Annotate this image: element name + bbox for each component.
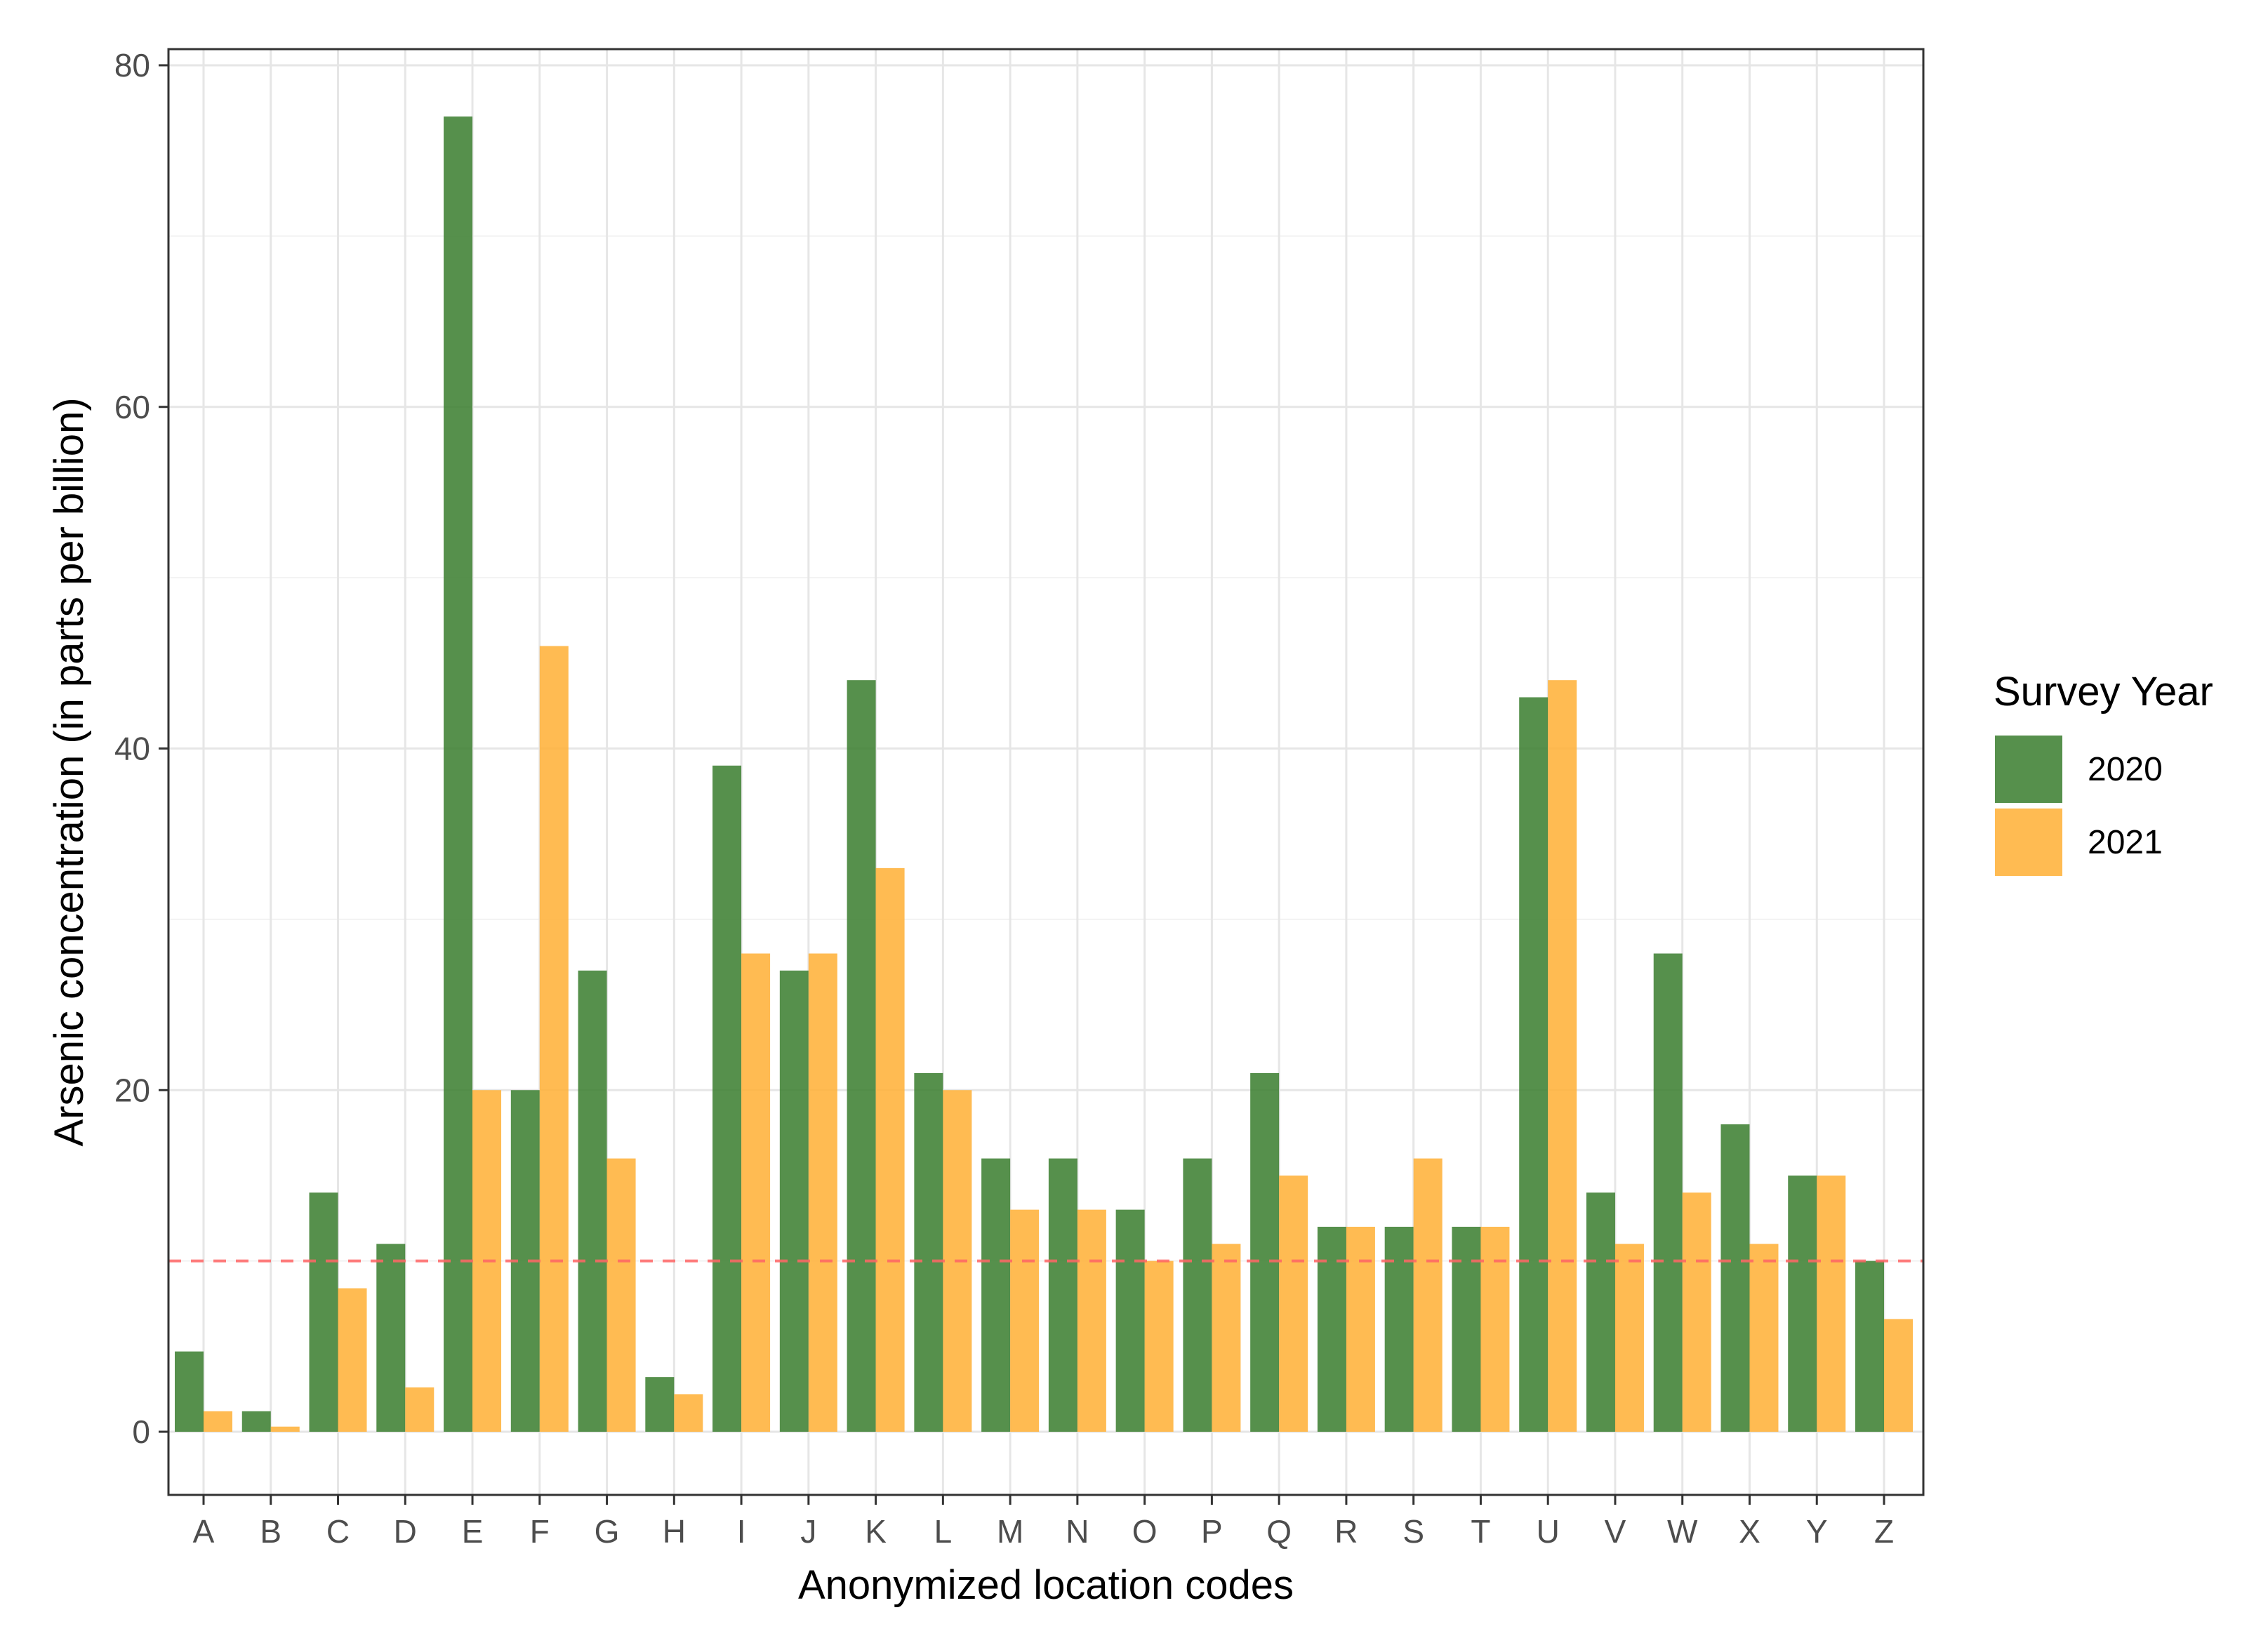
- bar-2021-G: [606, 1158, 636, 1432]
- bar-2020-Z: [1855, 1260, 1884, 1432]
- y-tick-label: 60: [114, 389, 150, 425]
- bar-2021-F: [539, 646, 569, 1432]
- bar-2021-H: [674, 1394, 703, 1432]
- x-tick-label: D: [394, 1513, 417, 1550]
- bar-2020-S: [1384, 1226, 1414, 1432]
- bar-2020-C: [309, 1192, 338, 1432]
- x-tick-label: S: [1402, 1513, 1424, 1550]
- y-tick-label: 40: [114, 731, 150, 767]
- y-tick-label: 80: [114, 47, 150, 84]
- bar-2021-C: [338, 1288, 367, 1432]
- x-tick-label: L: [934, 1513, 953, 1550]
- x-tick-label: C: [326, 1513, 350, 1550]
- x-tick-label: J: [800, 1513, 816, 1550]
- bar-2020-K: [847, 680, 876, 1432]
- legend-label-2020: 2020: [2088, 751, 2163, 788]
- bar-2020-L: [914, 1072, 943, 1432]
- legend-swatch-2021: [1995, 809, 2062, 876]
- x-tick-label: E: [462, 1513, 484, 1550]
- x-tick-label: X: [1739, 1513, 1760, 1550]
- bar-2020-E: [444, 117, 473, 1432]
- bar-2020-M: [981, 1158, 1011, 1432]
- x-tick-label: U: [1537, 1513, 1560, 1550]
- bar-2021-D: [405, 1387, 435, 1432]
- bar-2021-P: [1212, 1244, 1241, 1432]
- x-tick-label: K: [865, 1513, 887, 1550]
- x-axis-title: Anonymized location codes: [798, 1562, 1294, 1608]
- x-tick-label: H: [663, 1513, 686, 1550]
- x-tick-label: I: [737, 1513, 746, 1550]
- y-tick-label: 0: [132, 1413, 150, 1450]
- bar-2021-N: [1077, 1209, 1106, 1432]
- x-tick-label: G: [595, 1513, 620, 1550]
- bar-2020-I: [712, 765, 742, 1432]
- plot-border: [167, 48, 1925, 1496]
- x-tick-label: N: [1066, 1513, 1089, 1550]
- x-tick-label: Q: [1266, 1513, 1292, 1550]
- bar-2021-Z: [1884, 1319, 1913, 1432]
- bar-2021-J: [808, 953, 837, 1432]
- bars: [175, 117, 1913, 1432]
- x-tick-label: F: [530, 1513, 550, 1550]
- bar-2021-R: [1346, 1226, 1375, 1432]
- x-tick-label: O: [1132, 1513, 1158, 1550]
- bar-2020-Q: [1250, 1072, 1280, 1432]
- x-tick-label: A: [193, 1513, 215, 1550]
- bar-2021-O: [1144, 1260, 1174, 1432]
- bar-2020-U: [1519, 697, 1549, 1432]
- bar-2021-W: [1682, 1192, 1711, 1432]
- legend: Survey Year 2020 2021: [1994, 669, 2213, 876]
- x-tick-label: Y: [1806, 1513, 1828, 1550]
- bar-2021-U: [1548, 680, 1577, 1432]
- bar-2021-K: [875, 867, 905, 1432]
- legend-title: Survey Year: [1994, 669, 2213, 714]
- bar-2021-S: [1413, 1158, 1443, 1432]
- bar-2021-M: [1010, 1209, 1040, 1432]
- x-tick-label: T: [1471, 1513, 1490, 1550]
- bar-2020-H: [645, 1377, 675, 1432]
- x-tick-label: W: [1667, 1513, 1698, 1550]
- legend-swatch-2020: [1995, 736, 2062, 803]
- bar-2020-O: [1115, 1209, 1145, 1432]
- x-tick-label: B: [260, 1513, 281, 1550]
- x-tick-label: P: [1201, 1513, 1223, 1550]
- x-tick-label: M: [997, 1513, 1023, 1550]
- x-tick-label: Z: [1874, 1513, 1894, 1550]
- legend-label-2021: 2021: [2088, 824, 2163, 861]
- bar-2021-B: [270, 1426, 300, 1432]
- bar-2020-T: [1452, 1226, 1481, 1432]
- y-tick-label: 20: [114, 1072, 150, 1108]
- axes: 0 20 40 60 80 A B C D E F G H I J K L M N O P Q R S T U V W X Y Z: [114, 47, 1894, 1550]
- x-tick-label: R: [1334, 1513, 1358, 1550]
- bar-2020-V: [1586, 1192, 1615, 1432]
- bar-2020-Y: [1788, 1175, 1817, 1432]
- bar-2020-D: [376, 1244, 406, 1432]
- bar-2020-R: [1317, 1226, 1346, 1432]
- bar-2020-N: [1048, 1158, 1077, 1432]
- bar-2020-W: [1653, 953, 1683, 1432]
- y-axis-title: Arsenic concentration (in parts per bill…: [46, 397, 92, 1146]
- bar-2021-I: [741, 953, 771, 1432]
- bar-2021-X: [1749, 1244, 1779, 1432]
- bar-2021-Y: [1817, 1175, 1846, 1432]
- bar-2020-B: [241, 1411, 271, 1432]
- bar-2021-Q: [1279, 1175, 1308, 1432]
- bar-2020-G: [578, 970, 607, 1432]
- bar-2020-J: [779, 970, 809, 1432]
- bar-2021-A: [204, 1411, 232, 1432]
- bar-2021-T: [1480, 1226, 1510, 1432]
- x-tick-label: V: [1605, 1513, 1626, 1550]
- bar-2020-A: [175, 1351, 204, 1432]
- bar-2020-X: [1720, 1124, 1750, 1432]
- bar-2020-P: [1183, 1158, 1212, 1432]
- bar-2021-V: [1614, 1244, 1644, 1432]
